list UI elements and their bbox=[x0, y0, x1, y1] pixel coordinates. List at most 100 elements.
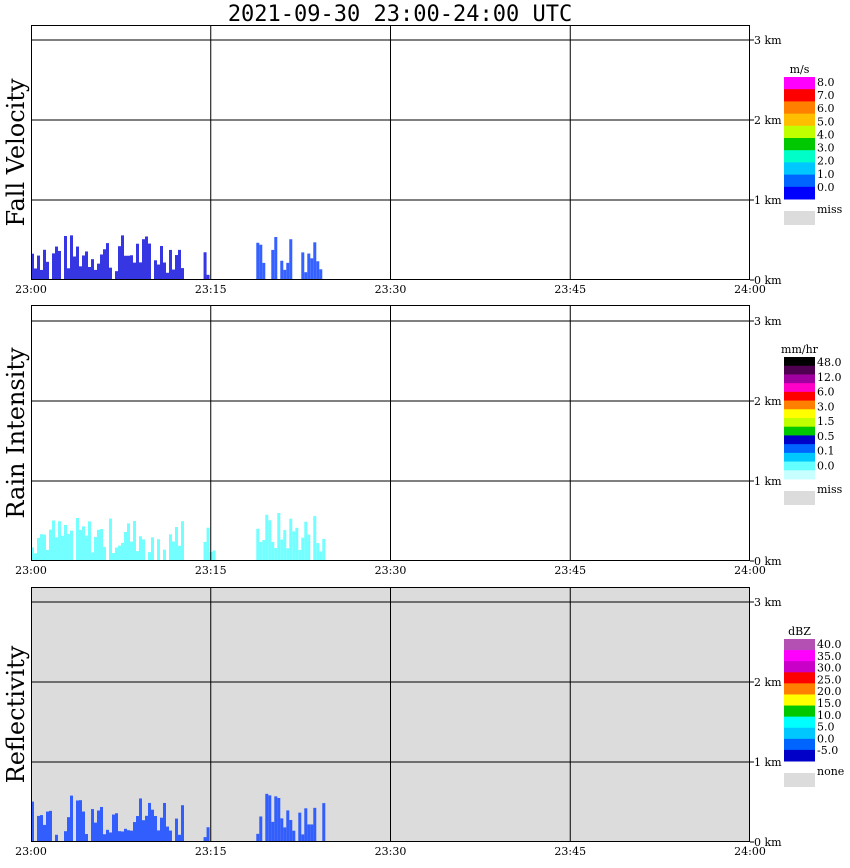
echo-column bbox=[106, 243, 109, 280]
echo-column bbox=[118, 246, 121, 280]
x-tick-label: 23:15 bbox=[195, 845, 227, 858]
echo-column bbox=[271, 821, 275, 842]
y-tick-label: 3 km bbox=[754, 34, 782, 47]
echo-column bbox=[301, 537, 305, 561]
echo-column bbox=[85, 834, 88, 842]
echo-column bbox=[268, 520, 272, 561]
echo-column bbox=[313, 516, 317, 561]
echo-column bbox=[61, 535, 64, 561]
legend-missing-label: miss bbox=[817, 203, 843, 216]
echo-column bbox=[49, 810, 52, 842]
echo-column bbox=[133, 822, 136, 842]
echo-column bbox=[160, 245, 163, 280]
echo-column bbox=[307, 253, 311, 280]
echo-column bbox=[70, 530, 73, 561]
echo-column bbox=[85, 251, 88, 280]
legend-unit: mm/hr bbox=[781, 343, 819, 356]
echo-column bbox=[67, 817, 70, 842]
echo-column bbox=[109, 832, 112, 842]
echo-region bbox=[256, 513, 326, 561]
echo-column bbox=[97, 810, 100, 842]
echo-column bbox=[64, 236, 67, 280]
echo-column bbox=[103, 546, 106, 561]
echo-column bbox=[94, 536, 97, 561]
echo-column bbox=[127, 830, 130, 842]
echo-column bbox=[109, 518, 112, 561]
echo-column bbox=[136, 551, 139, 561]
echo-column bbox=[58, 521, 61, 561]
echo-column bbox=[271, 541, 275, 561]
legend-swatch bbox=[784, 357, 815, 367]
echo-column bbox=[145, 236, 148, 280]
echo-column bbox=[307, 824, 311, 842]
echo-column bbox=[79, 800, 82, 842]
y-tick-label: 0 km bbox=[754, 555, 782, 568]
echo-column bbox=[256, 242, 260, 280]
echo-column bbox=[283, 269, 287, 280]
echo-column bbox=[166, 826, 169, 842]
panel-reflectivity: 23:00 23:15 23:30 23:45 24:000 km 1 km 2 km 3 k… bbox=[2, 587, 844, 858]
y-tick-label: 1 km bbox=[754, 194, 782, 207]
echo-column bbox=[82, 255, 85, 280]
legend-label: 1.0 bbox=[817, 168, 835, 181]
echo-column bbox=[322, 538, 326, 561]
echo-column bbox=[277, 513, 281, 561]
x-tick-label: 24:00 bbox=[734, 283, 766, 296]
echo-column bbox=[79, 266, 82, 280]
echo-column bbox=[100, 254, 103, 280]
legend-swatch bbox=[784, 365, 815, 375]
legend-swatch bbox=[784, 400, 815, 410]
echo-column bbox=[203, 252, 207, 280]
echo-column bbox=[64, 831, 67, 842]
echo-column bbox=[206, 274, 210, 280]
legend-unit: dBZ bbox=[788, 625, 811, 638]
y-axis-label: Fall Velocity bbox=[2, 78, 30, 227]
echo-column bbox=[112, 814, 115, 842]
y-tick-label: 3 km bbox=[754, 315, 782, 328]
legend-label: 40.0 bbox=[817, 638, 842, 651]
echo-column bbox=[301, 252, 305, 280]
echo-column bbox=[85, 535, 88, 561]
echo-column bbox=[82, 526, 85, 561]
echo-column bbox=[292, 830, 296, 842]
legend-missing-swatch bbox=[784, 491, 815, 505]
echo-column bbox=[265, 514, 269, 561]
echo-region bbox=[31, 235, 184, 280]
echo-column bbox=[283, 827, 287, 842]
legend-label: 4.0 bbox=[817, 128, 835, 141]
echo-column bbox=[112, 553, 115, 561]
echo-column bbox=[286, 810, 290, 842]
x-tick-label: 23:00 bbox=[15, 564, 47, 577]
echo-column bbox=[46, 549, 49, 561]
echo-column bbox=[169, 534, 172, 561]
echo-column bbox=[148, 552, 151, 561]
echo-column bbox=[283, 530, 287, 561]
echo-column bbox=[94, 269, 97, 280]
echo-column bbox=[139, 262, 142, 280]
echo-column bbox=[310, 824, 314, 842]
echo-column bbox=[206, 827, 210, 842]
echo-region bbox=[31, 518, 184, 561]
echo-column bbox=[130, 255, 133, 280]
y-tick-label: 2 km bbox=[754, 676, 782, 689]
legend-label: 8.0 bbox=[817, 76, 835, 89]
y-tick-label: 2 km bbox=[754, 395, 782, 408]
echo-column bbox=[43, 824, 46, 842]
echo-column bbox=[292, 531, 296, 561]
echo-column bbox=[280, 260, 284, 280]
echo-column bbox=[313, 242, 317, 280]
echo-column bbox=[40, 815, 43, 842]
legend-label: 5.0 bbox=[817, 721, 835, 734]
legend-swatch bbox=[784, 461, 815, 471]
echo-column bbox=[259, 816, 263, 842]
legend-swatch bbox=[784, 672, 815, 684]
legend-label: 5.0 bbox=[817, 115, 835, 128]
echo-column bbox=[274, 548, 278, 561]
legend-unit: m/s bbox=[790, 63, 810, 76]
echo-column bbox=[37, 537, 40, 561]
legend-swatch bbox=[784, 150, 815, 163]
echo-column bbox=[121, 235, 124, 280]
echo-column bbox=[115, 271, 118, 280]
legend-label: 7.0 bbox=[817, 89, 835, 102]
echo-column bbox=[100, 806, 103, 842]
